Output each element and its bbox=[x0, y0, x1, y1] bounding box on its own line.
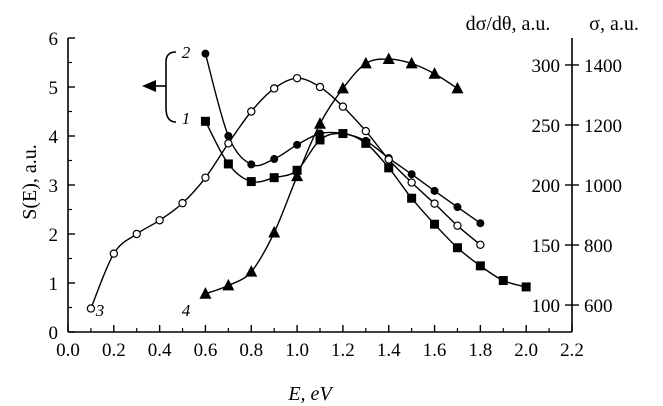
data-point-series-3 bbox=[407, 178, 416, 187]
x-tick-label: 0.0 bbox=[56, 340, 80, 361]
x-axis-label: E, eV bbox=[287, 383, 334, 405]
data-point-series-3 bbox=[430, 199, 439, 208]
data-point-series-2 bbox=[430, 186, 439, 195]
y-left-tick-label: 3 bbox=[49, 176, 59, 197]
x-tick-label: 0.8 bbox=[239, 340, 263, 361]
x-tick-label: 2.0 bbox=[514, 340, 538, 361]
markers-layer bbox=[86, 49, 531, 313]
x-tick-label: 0.2 bbox=[102, 340, 126, 361]
data-point-series-4 bbox=[199, 287, 212, 299]
y-right2-tick-label: 1400 bbox=[584, 56, 622, 77]
x-tick-label: 1.0 bbox=[285, 340, 309, 361]
data-point-series-2 bbox=[270, 155, 279, 164]
data-point-series-1 bbox=[498, 276, 508, 286]
data-point-series-3 bbox=[178, 198, 187, 208]
x-tick-label: 1.2 bbox=[331, 340, 355, 361]
data-point-series-2 bbox=[247, 160, 256, 169]
data-point-series-1 bbox=[223, 159, 233, 169]
y-right1-tick-label: 100 bbox=[532, 296, 561, 317]
data-point-series-1 bbox=[315, 135, 325, 145]
y-right2-tick-label: 1000 bbox=[584, 176, 622, 197]
data-point-series-2 bbox=[338, 129, 347, 138]
data-point-series-4 bbox=[222, 278, 235, 291]
data-point-series-1 bbox=[200, 116, 210, 126]
data-point-series-3 bbox=[338, 102, 348, 111]
y-left-tick-label: 6 bbox=[49, 29, 59, 50]
data-point-series-4 bbox=[291, 169, 304, 182]
data-point-series-3 bbox=[453, 221, 462, 230]
x-tick-label: 2.2 bbox=[560, 340, 584, 361]
data-point-series-3 bbox=[201, 173, 210, 182]
y-axis-right-label-1: dσ/dθ, a.u. bbox=[466, 13, 551, 35]
data-point-series-1 bbox=[452, 243, 462, 253]
data-point-series-4 bbox=[314, 117, 326, 129]
curve-label-2: 2 bbox=[182, 43, 191, 62]
labels-layer: 1 2 3 4 bbox=[95, 43, 191, 320]
y-right1-tick-label: 200 bbox=[532, 176, 561, 197]
y-right1-tick-label: 250 bbox=[532, 116, 561, 137]
curve-label-4: 4 bbox=[182, 301, 191, 320]
data-point-series-4 bbox=[359, 56, 372, 69]
data-point-series-3 bbox=[155, 216, 164, 225]
data-point-series-1 bbox=[475, 261, 485, 271]
data-point-series-2 bbox=[361, 136, 370, 145]
data-point-series-3 bbox=[476, 240, 485, 249]
data-point-series-1 bbox=[430, 219, 440, 229]
series-line-2 bbox=[204, 53, 481, 224]
data-point-series-3 bbox=[269, 84, 279, 93]
data-point-series-2 bbox=[316, 129, 324, 138]
data-point-series-2 bbox=[224, 132, 233, 140]
data-point-series-4 bbox=[405, 56, 418, 69]
data-point-series-2 bbox=[476, 219, 485, 228]
data-point-series-3 bbox=[247, 107, 256, 116]
y-axis-left-label: S(E), a.u. bbox=[19, 144, 41, 220]
y-left-tick-label: 2 bbox=[49, 225, 59, 246]
data-point-series-3 bbox=[315, 82, 325, 92]
left-axis-arrow-icon bbox=[142, 51, 177, 123]
curve-label-3: 3 bbox=[95, 301, 105, 320]
x-tick-label: 0.4 bbox=[148, 340, 172, 361]
y-right1-tick-label: 150 bbox=[532, 236, 561, 257]
x-tick-label: 1.4 bbox=[377, 340, 401, 361]
y-right1-tick-label: 300 bbox=[532, 56, 561, 77]
data-point-series-2 bbox=[293, 140, 302, 149]
y-right2-tick-label: 600 bbox=[584, 296, 613, 317]
data-point-series-1 bbox=[407, 193, 417, 203]
x-tick-label: 1.6 bbox=[423, 340, 447, 361]
data-point-series-1 bbox=[521, 282, 531, 292]
data-point-series-4 bbox=[245, 265, 258, 277]
data-point-series-2 bbox=[453, 203, 462, 212]
series-line-4 bbox=[205, 58, 458, 295]
curve-label-1: 1 bbox=[182, 109, 191, 128]
axes: 0.0 0.2 0.4 0.6 0.8 1.0 1.2 1.4 1.6 1.8 2.0 2.2 0 1 2 3… bbox=[49, 29, 623, 361]
x-tick-label: 0.6 bbox=[194, 340, 218, 361]
y-right2-tick-label: 800 bbox=[584, 236, 613, 257]
data-point-series-3 bbox=[361, 126, 371, 136]
data-point-series-4 bbox=[451, 81, 464, 94]
x-tick-label: 1.8 bbox=[468, 340, 492, 361]
data-point-series-3 bbox=[292, 73, 302, 83]
series-line-3 bbox=[90, 77, 481, 309]
y-left-tick-label: 0 bbox=[49, 323, 59, 344]
data-point-series-2 bbox=[407, 170, 416, 179]
data-point-series-3 bbox=[132, 229, 141, 239]
data-point-series-3 bbox=[109, 249, 119, 258]
data-point-series-1 bbox=[246, 177, 256, 187]
y-left-tick-label: 4 bbox=[49, 127, 59, 148]
data-point-series-1 bbox=[384, 163, 394, 173]
y-left-tick-label: 5 bbox=[49, 78, 59, 99]
y-right2-tick-label: 1200 bbox=[584, 116, 622, 137]
y-axis-right-label-2: σ, a.u. bbox=[589, 13, 639, 35]
data-point-series-2 bbox=[201, 49, 210, 58]
data-point-series-3 bbox=[224, 139, 233, 148]
data-point-series-3 bbox=[86, 304, 96, 313]
y-left-tick-label: 1 bbox=[49, 274, 59, 295]
data-point-series-4 bbox=[268, 225, 281, 238]
data-point-series-4 bbox=[428, 67, 441, 79]
data-point-series-4 bbox=[336, 81, 349, 94]
data-point-series-4 bbox=[382, 52, 395, 65]
data-point-series-3 bbox=[384, 155, 393, 164]
data-point-series-1 bbox=[269, 173, 279, 183]
